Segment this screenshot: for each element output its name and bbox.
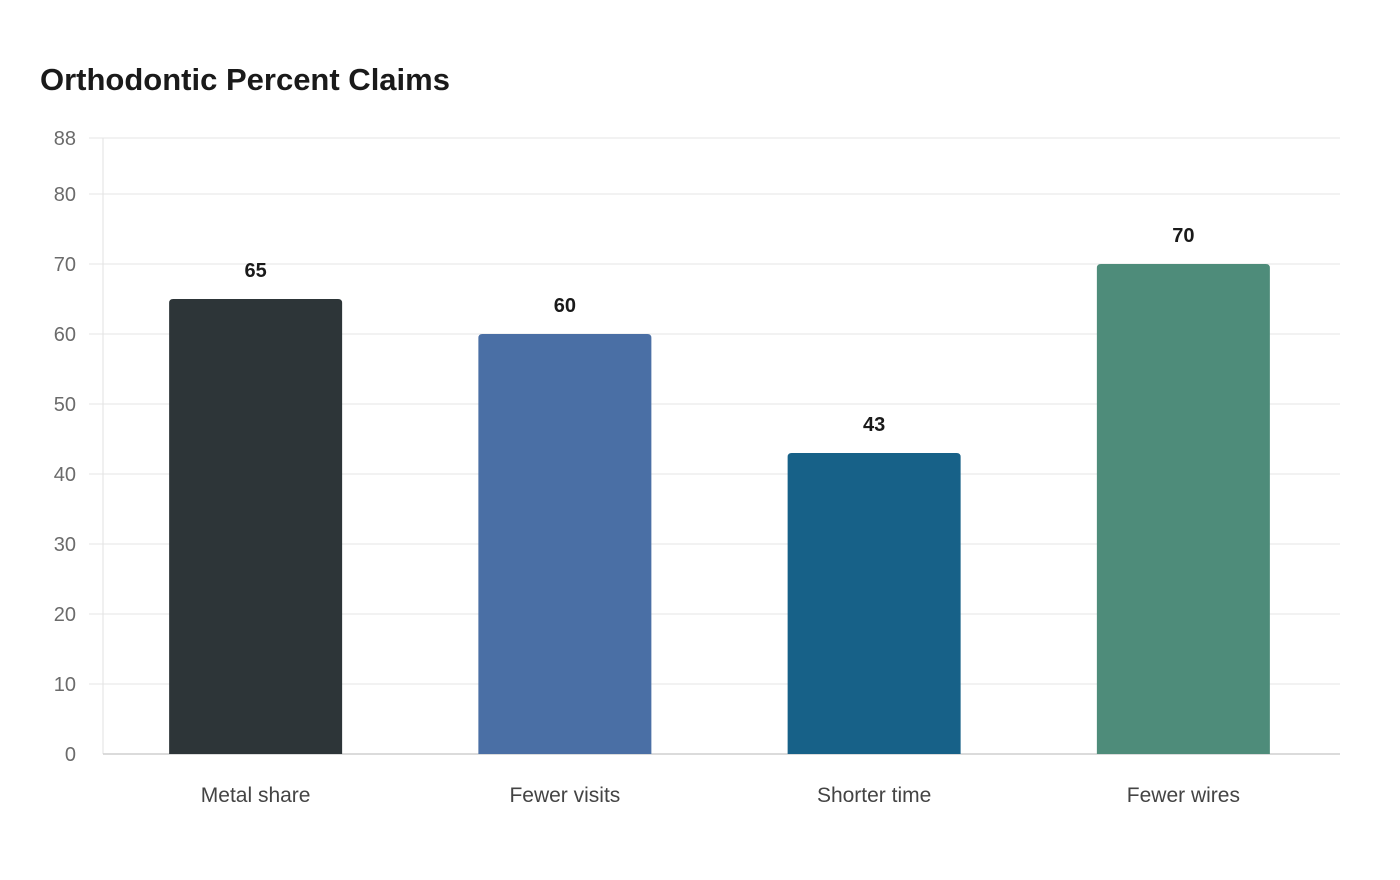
bar bbox=[1096, 264, 1270, 754]
bar-value-label: 65 bbox=[245, 260, 267, 282]
x-tick-label: Fewer wires bbox=[1127, 784, 1240, 807]
x-tick-label: Shorter time bbox=[817, 784, 931, 807]
y-tick-label: 80 bbox=[54, 184, 76, 206]
y-tick-label: 50 bbox=[54, 394, 76, 416]
y-tick-label: 88 bbox=[54, 128, 76, 150]
bar bbox=[787, 453, 961, 754]
bar-value-label: 43 bbox=[863, 414, 885, 436]
bar bbox=[478, 334, 652, 754]
bars bbox=[169, 264, 1270, 754]
x-tick-label: Fewer visits bbox=[509, 784, 620, 807]
y-tick-label: 10 bbox=[54, 674, 76, 696]
bar bbox=[169, 299, 343, 754]
y-tick-label: 70 bbox=[54, 254, 76, 276]
y-tick-label: 30 bbox=[54, 534, 76, 556]
chart-title: Orthodontic Percent Claims bbox=[40, 62, 450, 97]
x-tick-label: Metal share bbox=[201, 784, 311, 807]
y-tick-label: 60 bbox=[54, 324, 76, 346]
y-tick-label: 0 bbox=[65, 744, 76, 766]
bar-value-label: 60 bbox=[554, 295, 576, 317]
bar-value-label: 70 bbox=[1172, 225, 1194, 247]
y-tick-label: 20 bbox=[54, 604, 76, 626]
labels: 0 10 20 30 40 50 60 70 80 88 65 Metal share 60 Fewer … bbox=[54, 128, 1240, 807]
y-tick-label: 40 bbox=[54, 464, 76, 486]
